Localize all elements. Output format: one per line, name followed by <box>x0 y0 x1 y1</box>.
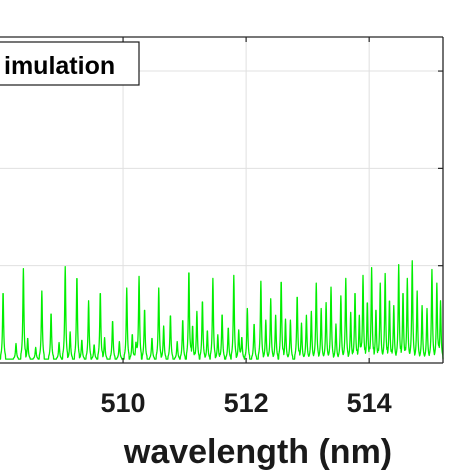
legend-entry-label: imulation <box>4 52 115 80</box>
x-ticks: 510 512 514 <box>101 37 443 418</box>
legend-box: imulation <box>0 41 140 86</box>
x-tick-label-514: 514 <box>347 388 392 418</box>
x-tick-label-510: 510 <box>101 388 146 418</box>
legend-frame <box>0 41 140 86</box>
x-tick-label-512: 512 <box>224 388 269 418</box>
x-axis-label: wavelength (nm) <box>123 433 392 471</box>
series-line-1 <box>0 260 444 360</box>
series-layer <box>0 260 444 360</box>
